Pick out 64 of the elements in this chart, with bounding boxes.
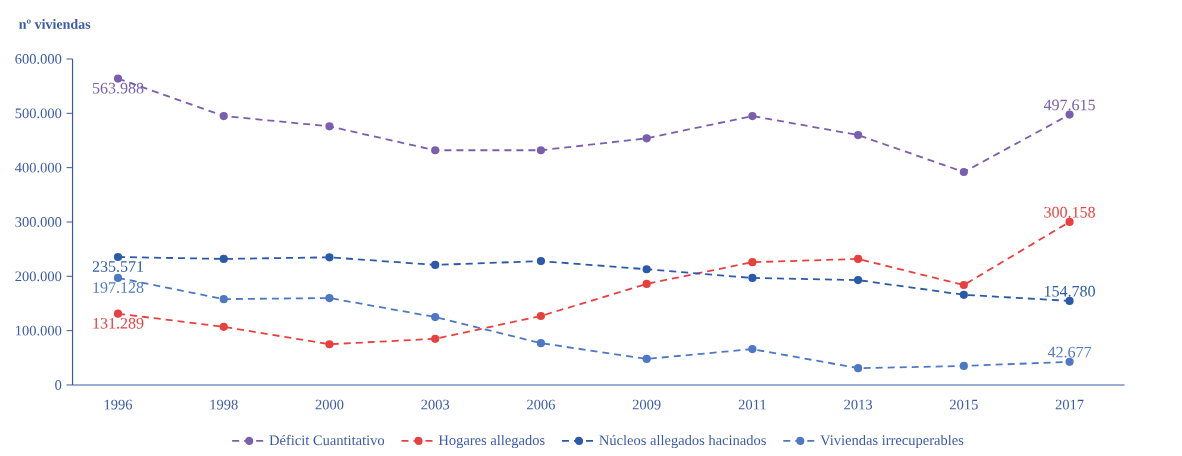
- point: [748, 258, 757, 267]
- data-label: 197.128: [93, 282, 144, 293]
- x-tick-label: 2006: [527, 399, 555, 410]
- data-label: 497.615: [1043, 99, 1095, 111]
- point: [219, 295, 228, 304]
- x-tick-label: 1996: [104, 399, 133, 410]
- point: [113, 273, 123, 282]
- data-label: 42.677: [1047, 346, 1092, 358]
- point: [959, 361, 968, 371]
- point: [219, 322, 228, 331]
- point: [748, 273, 757, 283]
- data-label: 300.158: [1044, 206, 1095, 218]
- y-tick-label: 0: [55, 380, 62, 390]
- y-tick-label: 300.000: [15, 217, 62, 227]
- point: [219, 111, 228, 121]
- y-tick-label: 600.000: [15, 54, 62, 64]
- point: [431, 260, 440, 270]
- point: [536, 257, 546, 266]
- y-axis-title: nº viviendas: [19, 19, 91, 29]
- x-tick-label: 2017: [1055, 399, 1084, 410]
- point: [536, 146, 546, 155]
- x-tick-label: 2011: [738, 399, 766, 410]
- point: [854, 254, 863, 264]
- data-label: 563.988: [92, 82, 144, 94]
- data-label: 154.780: [1044, 285, 1095, 297]
- point: [325, 340, 334, 349]
- point: [959, 167, 968, 177]
- y-tick-label: 200.000: [15, 271, 62, 282]
- data-label: 131.289: [93, 317, 144, 329]
- x-tick-label: 2013: [844, 399, 873, 410]
- point: [325, 253, 334, 262]
- x-tick-label: 2009: [632, 399, 661, 410]
- y-tick-label: 400.000: [15, 162, 62, 173]
- point: [854, 130, 863, 140]
- legend-label: Hogares allegados: [438, 434, 545, 449]
- point: [642, 134, 651, 143]
- point: [431, 334, 440, 343]
- point: [536, 311, 546, 321]
- legend-label: Núcleos allegados hacinados: [599, 434, 766, 449]
- x-tick-label: 2015: [949, 399, 978, 410]
- point: [959, 280, 968, 290]
- legend-label: Viviendas irrecuperables: [820, 434, 964, 449]
- point: [748, 111, 757, 121]
- y-tick-label: 500.000: [15, 108, 62, 119]
- point: [113, 252, 123, 262]
- x-tick-label: 2003: [421, 399, 450, 410]
- point: [325, 122, 334, 131]
- point: [642, 265, 651, 274]
- x-tick-label: 2000: [315, 399, 344, 410]
- point: [642, 279, 651, 289]
- point: [748, 345, 757, 354]
- point: [854, 276, 863, 285]
- point: [219, 254, 228, 264]
- point: [959, 290, 968, 299]
- x-tick-label: 1998: [210, 399, 238, 410]
- y-tick-label: 100.000: [16, 325, 62, 336]
- point: [854, 364, 863, 373]
- point: [431, 146, 440, 155]
- data-label: 235.571: [92, 261, 144, 273]
- point: [431, 312, 440, 322]
- point: [642, 354, 651, 363]
- point: [325, 293, 334, 303]
- legend-label: Déficit Cuantitativo: [269, 434, 385, 446]
- point: [536, 339, 546, 348]
